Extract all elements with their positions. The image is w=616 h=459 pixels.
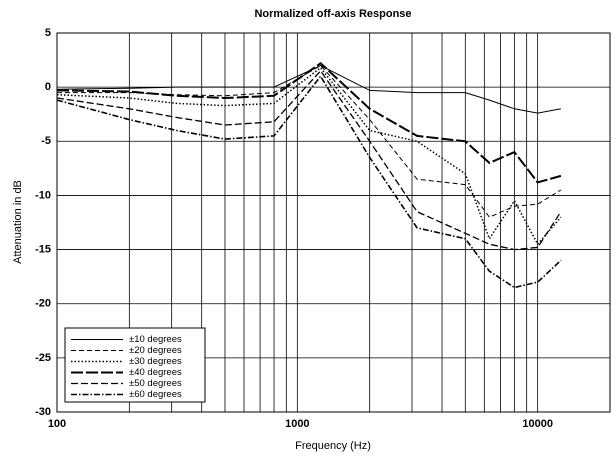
x-axis-label: Frequency (Hz) xyxy=(295,440,371,452)
series-line xyxy=(56,66,562,246)
series-line xyxy=(56,69,562,251)
series-line xyxy=(57,64,562,218)
y-tick-label: -10 xyxy=(35,189,51,201)
legend-label: ±10 degrees xyxy=(129,334,182,345)
series-line xyxy=(56,62,562,184)
legend-label: ±50 degrees xyxy=(129,378,182,389)
y-tick-label: -15 xyxy=(35,243,51,255)
y-tick-label: -5 xyxy=(41,135,51,147)
legend-label: ±30 degrees xyxy=(129,356,182,367)
x-tick-label: 10000 xyxy=(522,418,553,430)
legend-box xyxy=(64,327,206,403)
y-tick-label: -20 xyxy=(35,298,51,310)
series-line xyxy=(56,64,561,114)
y-tick-label: 0 xyxy=(45,81,51,93)
x-tick-label: 100 xyxy=(48,418,66,430)
chart-title: Normalized off-axis Response xyxy=(254,8,411,20)
legend-label: ±60 degrees xyxy=(129,389,182,400)
series-line xyxy=(56,74,562,289)
y-tick-label: 5 xyxy=(45,27,51,39)
y-axis-label: Attenuation in dB xyxy=(12,180,24,264)
y-tick-label: -25 xyxy=(35,352,51,364)
legend-label: ±40 degrees xyxy=(129,367,182,378)
legend-label: ±20 degrees xyxy=(129,345,182,356)
x-tick-label: 1000 xyxy=(285,418,309,430)
y-tick-label: -30 xyxy=(35,406,51,418)
